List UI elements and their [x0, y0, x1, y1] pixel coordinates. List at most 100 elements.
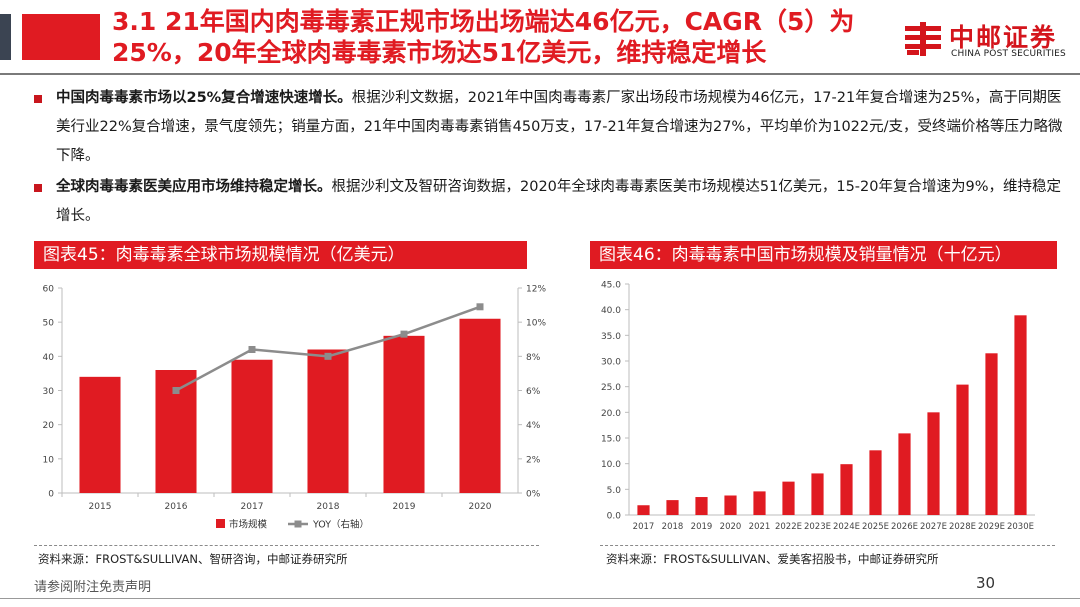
chart46-y-tick-label: 25.0: [601, 383, 621, 393]
bullet-item-china-market: 中国肉毒毒素市场以25%复合增速快速增长。根据沙利文数据，2021年中国肉毒毒素…: [34, 84, 1064, 171]
chart46-y-tick-label: 0.0: [607, 512, 622, 522]
chart46-y-tick-label: 10.0: [601, 460, 621, 470]
chart46-y-tick-label: 30.0: [601, 358, 621, 368]
chart45-bar: [231, 359, 273, 493]
chart46-bar: [724, 495, 737, 515]
chart45-y2-tick-label: 10%: [526, 319, 546, 329]
title-accent-red: [22, 14, 100, 60]
chart46-bar: [840, 464, 853, 515]
chart45-y2-tick-label: 6%: [526, 387, 541, 397]
chart46-x-tick-label: 2017: [633, 522, 655, 532]
chart46-x-tick-label: 2026E: [891, 522, 918, 532]
chart45-y-tick-label: 20: [43, 421, 55, 431]
chart45-source-divider: [34, 545, 539, 546]
chart45-x-tick-label: 2018: [317, 502, 340, 512]
chart46-bar: [869, 450, 882, 515]
chart45-bar: [307, 349, 349, 493]
chart46-bar: [811, 473, 824, 515]
chart46-source: 资料来源：FROST&SULLIVAN、爱美客招股书，中邮证券研究所: [606, 552, 939, 566]
chart46-china-market: 0.0 5.0 10.0 15.0 20.0 25.0 30.0 35.0 40.0 45.0 20…: [601, 281, 1035, 532]
chart45-legend-bar-label: 市场规模: [229, 519, 268, 531]
chart46-bar: [782, 481, 795, 515]
chart46-bar: [753, 491, 766, 515]
chart45-bar: [459, 318, 501, 493]
chart46-x-tick-label: 2022E: [775, 522, 802, 532]
disclaimer-note: 请参阅附注免责声明: [34, 580, 152, 595]
chart45-y2-tick-label: 2%: [526, 455, 541, 465]
china-post-logo-icon: [905, 22, 941, 56]
chart46-y-tick-label: 15.0: [601, 435, 621, 445]
chart45-y2-tick-label: 4%: [526, 421, 541, 431]
bullet-square-icon: [34, 184, 42, 192]
chart45-yoy-point: [476, 303, 484, 311]
logo-text-en: CHINA POST SECURITIES: [951, 49, 1066, 59]
footer-divider: [0, 598, 1080, 599]
chart45-legend-line-marker: [294, 520, 302, 528]
chart45-yoy-point: [248, 346, 256, 353]
chart46-x-tick-label: 2030E: [1007, 522, 1034, 532]
chart46-bar: [898, 433, 911, 515]
chart45-y-tick-label: 10: [43, 455, 55, 465]
chart45-x-tick-label: 2016: [165, 502, 188, 512]
chart46-bar: [637, 505, 650, 515]
bullet-list: 中国肉毒毒素市场以25%复合增速快速增长。根据沙利文数据，2021年中国肉毒毒素…: [34, 84, 1064, 233]
chart46-x-tick-label: 2018: [662, 522, 684, 532]
chart46-y-tick-label: 20.0: [601, 409, 621, 419]
bullet-item-global-market: 全球肉毒毒素医美应用市场维持稳定增长。根据沙利文及智研咨询数据，2020年全球肉…: [34, 173, 1064, 231]
chart45-bar: [383, 335, 425, 493]
chart46-x-tick-label: 2019: [691, 522, 713, 532]
chart46-bar: [985, 353, 998, 515]
chart45-y-tick-label: 40: [43, 353, 55, 363]
chart45-y2-tick-label: 0%: [526, 490, 541, 500]
chart45-x-tick-label: 2020: [469, 502, 492, 512]
chart45-y2-tick-label: 8%: [526, 353, 541, 363]
title-accent-dark: [0, 14, 11, 60]
chart45-y-tick-label: 50: [43, 319, 55, 329]
chart46-bar: [695, 497, 708, 515]
chart46-x-tick-label: 2029E: [978, 522, 1005, 532]
chart45-x-tick-label: 2017: [241, 502, 264, 512]
chart46-x-tick-label: 2023E: [804, 522, 831, 532]
bullet-text: 根据沙利文数据，2021年中国肉毒毒素厂家出场段市场规模为46亿元，17-21年…: [56, 90, 1063, 164]
bullet-square-icon: [34, 95, 42, 103]
bullet-text: 根据沙利文及智研咨询数据，2020年全球肉毒毒素医美市场规模达51亿美元，15-…: [56, 179, 1061, 224]
chart46-bar: [956, 384, 969, 515]
chart46-x-tick-label: 2025E: [862, 522, 889, 532]
chart45-source: 资料来源：FROST&SULLIVAN、智研咨询，中邮证券研究所: [38, 552, 348, 566]
chart46-x-tick-label: 2021: [749, 522, 771, 532]
chart45-x-tick-label: 2019: [393, 502, 416, 512]
chart46-x-tick-label: 2020: [720, 522, 742, 532]
chart45-y-tick-label: 0: [48, 490, 54, 500]
slide-title-line1: 3.1 21年国内肉毒毒素正规市场出场端达46亿元，CAGR（5）为: [112, 7, 855, 36]
chart46-y-tick-label: 35.0: [601, 332, 621, 342]
chart45-legend-line-label: YOY（右轴）: [312, 519, 369, 531]
chart45-yoy-point: [172, 387, 180, 394]
chart45-y-tick-label: 60: [43, 285, 55, 295]
chart46-title: 图表46：肉毒毒素中国市场规模及销量情况（十亿元）: [590, 241, 1057, 269]
page-number: 30: [976, 574, 996, 592]
chart46-bar: [666, 500, 679, 515]
chart46-x-tick-label: 2028E: [949, 522, 976, 532]
chart45-bar: [79, 376, 121, 493]
title-divider: [0, 73, 1080, 75]
bullet-lead: 中国肉毒毒素市场以25%复合增速快速增长。: [56, 90, 352, 106]
chart45-legend-bar-swatch: [216, 519, 225, 528]
chart45-global-market: 0 10 20 30 40 50 60 0% 2% 4% 6% 8% 10% 12% 2015 2016 201…: [43, 285, 547, 531]
chart45-x-tick-label: 2015: [89, 502, 112, 512]
chart45-yoy-point: [324, 352, 332, 360]
chart46-x-tick-label: 2024E: [833, 522, 860, 532]
chart45-y-tick-label: 30: [43, 387, 55, 397]
chart45-yoy-point: [400, 330, 408, 338]
chart46-y-tick-label: 5.0: [607, 486, 622, 496]
chart46-bar: [927, 412, 940, 515]
chart46-source-divider: [600, 545, 1055, 546]
logo-text-cn: 中邮证券: [949, 23, 1058, 52]
chart46-y-tick-label: 45.0: [601, 281, 621, 291]
bullet-lead: 全球肉毒毒素医美应用市场维持稳定增长。: [56, 179, 332, 195]
chart46-bar: [1014, 315, 1027, 515]
chart46-y-tick-label: 40.0: [601, 306, 621, 316]
chart45-y2-tick-label: 12%: [526, 285, 546, 295]
slide-title: 3.1 21年国内肉毒毒素正规市场出场端达46亿元，CAGR（5）为 25%，2…: [112, 6, 872, 68]
chart45-title: 图表45：肉毒毒素全球市场规模情况（亿美元）: [34, 241, 527, 269]
slide-title-line2: 25%，20年全球肉毒毒素市场达51亿美元，维持稳定增长: [112, 38, 767, 67]
